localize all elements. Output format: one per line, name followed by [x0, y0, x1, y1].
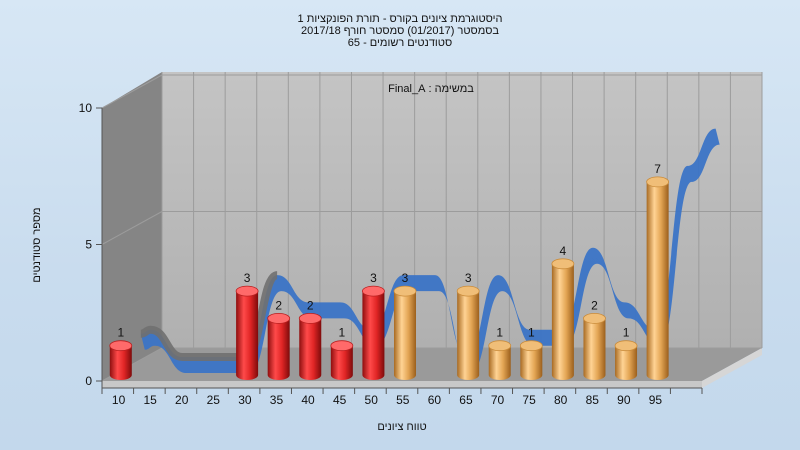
x-tick-label: 35	[270, 393, 284, 407]
bar-value-label: 1	[117, 326, 124, 340]
bar	[583, 312, 606, 380]
bar-body	[583, 318, 606, 380]
bar	[646, 176, 670, 380]
bar-body	[457, 291, 480, 380]
bar-top	[393, 285, 417, 297]
bar-value-label: 3	[465, 271, 472, 285]
x-tick-label: 75	[522, 393, 536, 407]
bar-top	[235, 285, 259, 297]
x-tick-label: 10	[112, 393, 126, 407]
bar-value-label: 3	[244, 271, 251, 285]
bar	[362, 285, 385, 380]
bar-value-label: 3	[402, 271, 409, 285]
y-axis-title: מספר סטודנטים	[31, 207, 43, 282]
x-tick-label: 20	[175, 393, 189, 407]
chart-title-line-1: היסטוגרמת ציונים בקורס - תורת הפונקציות …	[297, 13, 503, 25]
bar-body	[236, 291, 259, 380]
bar	[330, 340, 354, 380]
bar-top	[330, 340, 354, 352]
floor-right-edge	[702, 348, 762, 388]
bar-value-label: 7	[654, 162, 661, 176]
bars-group: 1 3 2 2 1 3 3 3 1 1 4 2 1 7	[109, 162, 670, 380]
bar-value-label: 2	[275, 298, 282, 312]
bar-body	[551, 263, 574, 380]
bar-body	[109, 345, 132, 380]
bar	[456, 285, 480, 380]
x-tick-label: 65	[459, 393, 473, 407]
bar-value-label: 1	[623, 326, 630, 340]
task-annotation: במשימה : Final_A	[388, 83, 474, 95]
bar-top	[646, 176, 670, 188]
bar	[109, 340, 133, 380]
bar-top	[267, 312, 291, 324]
grid-diag	[101, 74, 163, 109]
x-tick-label: 90	[617, 393, 631, 407]
bar-body	[520, 345, 543, 380]
bar-value-label: 2	[307, 298, 314, 312]
bar-body	[362, 291, 385, 380]
x-tick-label: 25	[207, 393, 221, 407]
bar-top	[583, 312, 606, 324]
y-tick-label: 0	[85, 374, 92, 388]
bar-top	[109, 340, 133, 352]
bar	[393, 285, 417, 380]
chart-title-line-2: בסמסטר (01/2017) סמסטר חורף 2017/18	[300, 25, 500, 37]
bar-top	[456, 285, 480, 297]
bar	[267, 312, 291, 380]
bar-body	[330, 345, 353, 380]
bar-top	[551, 258, 575, 270]
left-wall	[102, 72, 162, 381]
bar-body	[267, 318, 290, 380]
bar-top	[362, 285, 385, 297]
x-tick-label: 80	[554, 393, 568, 407]
bar-value-label: 4	[560, 244, 567, 258]
x-tick-label: 85	[586, 393, 600, 407]
bar	[519, 340, 543, 380]
bar-top	[298, 312, 322, 324]
x-tick-label: 95	[649, 393, 663, 407]
bar	[551, 258, 575, 380]
bar-body	[646, 181, 669, 380]
x-tick-label: 50	[365, 393, 379, 407]
grid-diag	[101, 211, 163, 245]
x-tick-label: 55	[396, 393, 410, 407]
bar-top	[488, 340, 512, 352]
y-tick-label: 5	[85, 238, 92, 252]
bar-value-label: 1	[528, 326, 535, 340]
bar-value-label: 3	[370, 271, 377, 285]
bar-top	[614, 340, 638, 352]
floor-front-edge	[102, 381, 702, 388]
x-axis-title: טווח ציונים	[377, 421, 426, 433]
back-wall	[162, 72, 762, 348]
bar	[614, 340, 638, 380]
bar	[488, 340, 512, 380]
bar-body	[394, 291, 416, 380]
x-tick-label: 40	[301, 393, 315, 407]
chart-title-line-3: סטודנטים רשומים - 65	[347, 37, 453, 49]
axes-group: 0 5 10 10 15 20 25 30 35 40 45 50 55 60 65 70 75 80 85 90 95	[79, 101, 703, 407]
bar-top	[519, 340, 543, 352]
x-tick-label: 45	[333, 393, 347, 407]
x-tick-label: 70	[491, 393, 505, 407]
bar-value-label: 2	[591, 298, 598, 312]
bar-body	[615, 345, 638, 380]
bar-value-label: 1	[496, 326, 503, 340]
y-tick-label: 10	[79, 101, 93, 115]
bar-body	[488, 345, 511, 380]
bar	[298, 312, 322, 380]
bar-value-label: 1	[338, 326, 345, 340]
bar	[235, 285, 259, 380]
trend-ribbon-shape	[140, 128, 720, 373]
x-tick-label: 15	[143, 393, 157, 407]
x-tick-label: 60	[428, 393, 442, 407]
x-tick-label: 30	[238, 393, 252, 407]
bar-body	[299, 318, 322, 380]
